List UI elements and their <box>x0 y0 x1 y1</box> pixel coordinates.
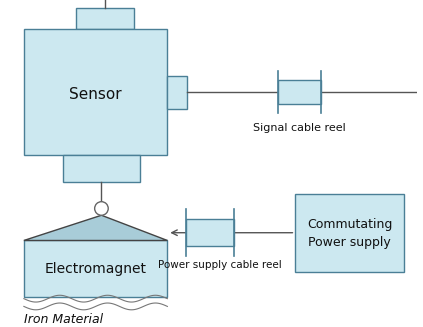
Bar <box>63 155 140 182</box>
Bar <box>24 29 168 155</box>
Text: Electromagnet: Electromagnet <box>44 262 147 276</box>
Bar <box>186 219 234 246</box>
Circle shape <box>95 202 108 215</box>
Polygon shape <box>24 215 168 240</box>
Bar <box>168 76 187 109</box>
Bar <box>278 80 321 104</box>
Bar <box>76 8 135 29</box>
Text: Power supply: Power supply <box>308 236 391 249</box>
Bar <box>295 194 404 271</box>
Text: Iron Material: Iron Material <box>24 313 103 326</box>
Text: Signal cable reel: Signal cable reel <box>253 123 346 133</box>
Text: Sensor: Sensor <box>69 87 122 102</box>
Bar <box>24 240 168 297</box>
Text: Power supply cable reel: Power supply cable reel <box>158 260 282 270</box>
Text: Commutating: Commutating <box>307 218 393 232</box>
